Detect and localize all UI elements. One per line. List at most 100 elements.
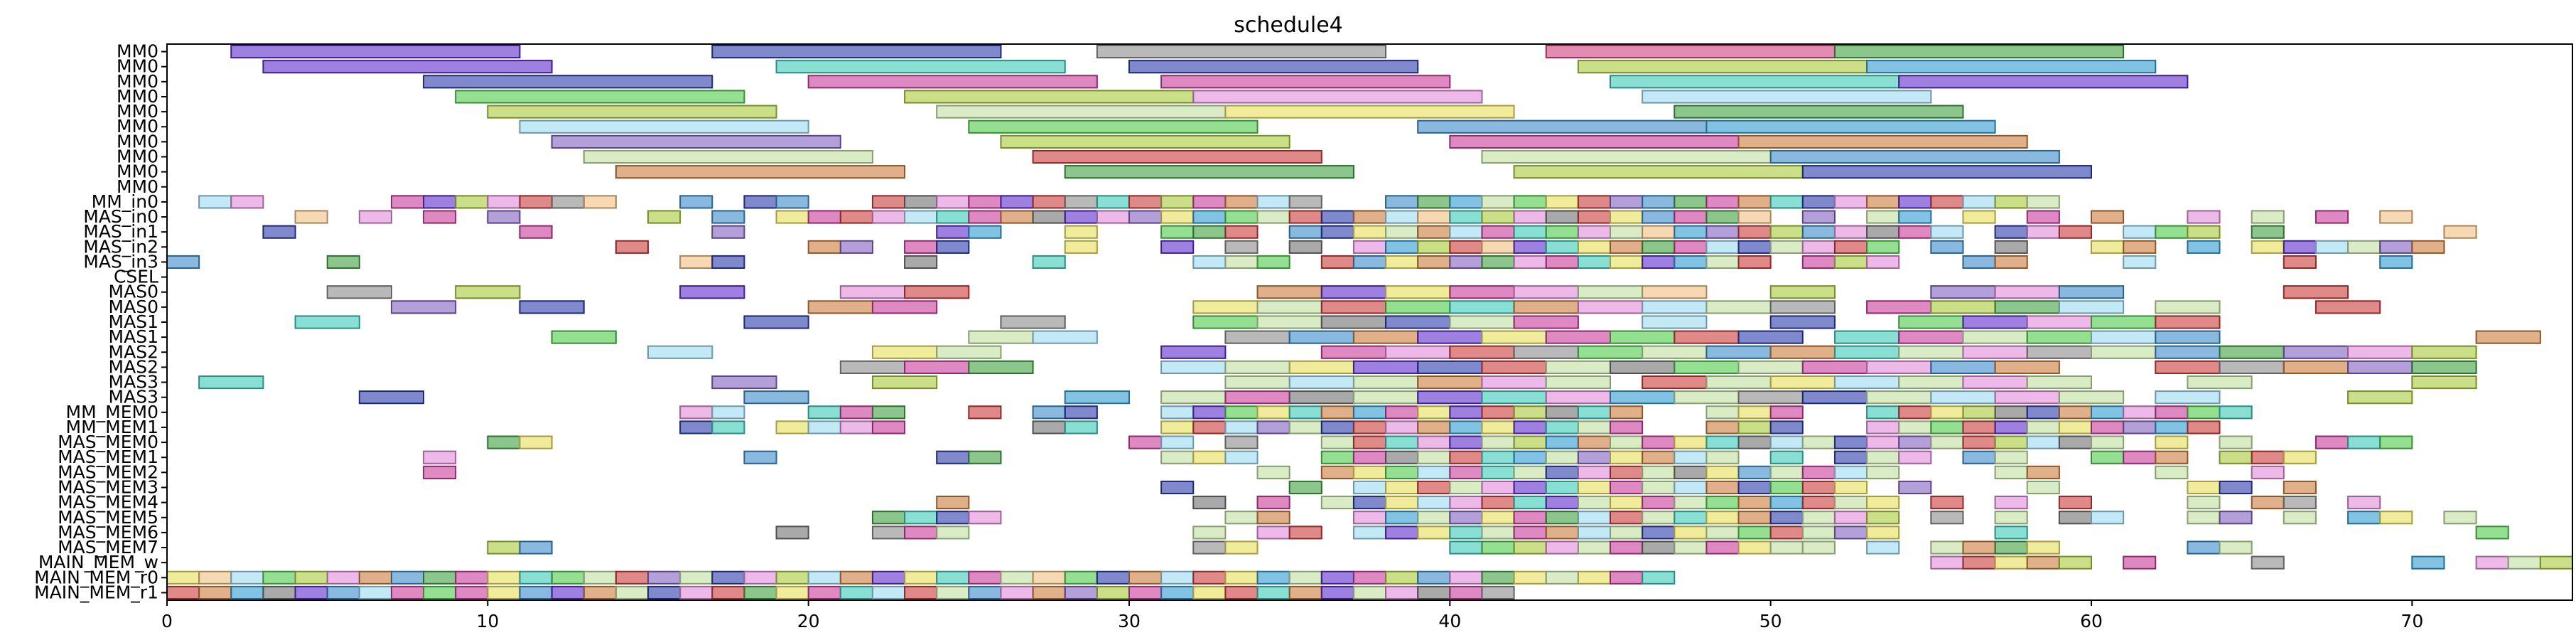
task-bar [1385,465,1419,479]
task-bar [2411,240,2445,254]
task-bar [1737,540,1772,555]
task-bar [807,420,841,434]
task-bar [1545,570,1579,585]
task-bar [615,570,649,585]
task-bar [968,570,1002,585]
y-tick-label: MAS2 [109,341,158,362]
task-bar [1705,255,1740,270]
task-bar [519,570,553,585]
y-tick-label: MAIN_MEM_r1 [34,582,158,602]
task-bar [839,285,906,299]
task-bar [1320,585,1354,600]
task-bar [1769,149,2060,164]
task-bar [936,450,970,464]
task-bar [1385,315,1451,329]
task-bar [1288,240,1322,254]
task-bar [2155,435,2189,449]
task-bar [1737,390,1804,405]
task-bar [1385,285,1451,299]
task-bar [1481,450,1515,464]
task-bar [1064,165,1354,179]
task-bar [1737,465,1772,479]
task-bar [1577,420,1612,434]
task-bar [1962,435,1996,449]
task-bar [1610,450,1644,464]
task-bar [936,240,970,254]
task-bar [2187,405,2221,420]
task-bar [198,375,264,390]
task-bar [1866,450,1900,464]
task-bar [1930,435,1964,449]
task-bar [2347,435,2381,449]
task-bar [1577,480,1612,495]
task-bar [1160,240,1195,254]
task-bar [2123,555,2157,570]
task-bar [2155,405,2189,420]
task-bar [1674,390,1740,405]
task-bar [1481,526,1515,540]
y-tick-label: MM0 [117,41,158,62]
task-bar [1801,435,1836,449]
task-bar [1513,315,1579,329]
y-tick-label: MAS_MEM1 [58,447,158,467]
x-tick-label: 0 [161,611,173,631]
task-bar [294,315,360,329]
task-bar [1417,375,1483,390]
task-bar [1610,496,1644,510]
task-bar [2187,240,2221,254]
task-bar [1866,405,1900,420]
task-bar [1642,480,1676,495]
y-tick-label: MAS0 [109,282,158,302]
task-bar [551,585,585,600]
task-bar [551,134,841,149]
task-bar [1160,225,1195,239]
task-bar [1610,195,1644,209]
task-bar [1674,450,1708,464]
task-bar [1256,315,1322,329]
task-bar [1352,480,1387,495]
task-bar [1352,496,1387,510]
task-bar [1801,526,1836,540]
task-bar [1801,240,1836,254]
task-bar [2347,390,2413,405]
task-bar [904,570,938,585]
y-tick-label: MM0 [117,161,158,182]
task-bar [1256,585,1290,600]
task-bar [1449,420,1483,434]
task-bar [1256,570,1290,585]
task-bar [1256,285,1322,299]
y-tick-label: MM_in0 [92,191,158,212]
task-bar [2283,255,2317,270]
task-bar [1224,420,1259,434]
task-bar [455,195,489,209]
task-bar [2251,210,2285,224]
task-bar [2187,496,2221,510]
task-bar [2058,390,2125,405]
task-bar [2091,315,2157,329]
task-bar [1674,526,1708,540]
task-bar [936,225,970,239]
task-bar [519,585,553,600]
task-bar [1642,285,1708,299]
task-bar [1288,390,1354,405]
task-bar [1288,210,1322,224]
task-bar [583,195,617,209]
task-bar [775,210,809,224]
task-bar [1032,149,1322,164]
task-bar [1898,480,1932,495]
task-bar [647,585,681,600]
task-bar [1994,526,2028,540]
task-bar [1994,225,2028,239]
task-bar [262,585,296,600]
task-bar [1481,375,1547,390]
task-bar [1160,210,1195,224]
task-bar [2251,450,2285,464]
task-bar [2155,315,2221,329]
task-bar [1160,420,1195,434]
task-bar [1224,360,1290,374]
task-bar [1481,570,1515,585]
task-bar [1930,240,1964,254]
task-bar [390,585,425,600]
task-bar [1192,210,1227,224]
task-bar [1032,210,1066,224]
